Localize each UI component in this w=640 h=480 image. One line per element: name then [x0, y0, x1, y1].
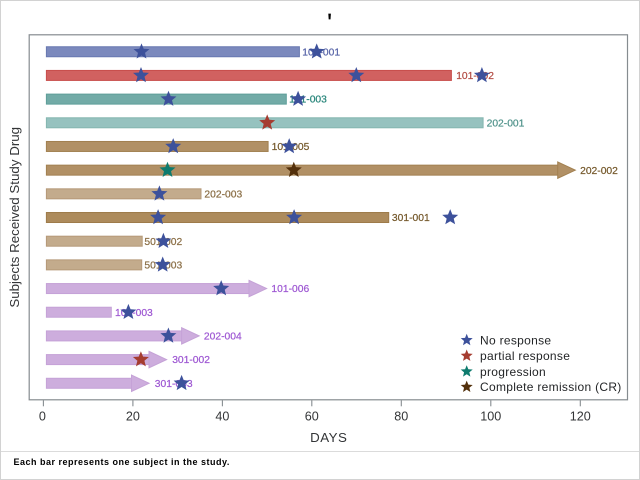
svg-text:60: 60	[305, 409, 319, 423]
svg-text:101-002: 101-002	[456, 71, 494, 82]
svg-text:202-004: 202-004	[204, 332, 242, 343]
svg-text:Subjects Received Study Drug: Subjects Received Study Drug	[7, 127, 22, 308]
svg-text:100: 100	[480, 409, 501, 423]
svg-text:301-003: 301-003	[155, 379, 193, 390]
svg-text:20: 20	[126, 409, 140, 423]
svg-text:40: 40	[215, 409, 229, 423]
svg-text:301-002: 301-002	[172, 355, 210, 366]
svg-text:101-003: 101-003	[115, 308, 153, 319]
svg-text:202-003: 202-003	[204, 189, 242, 200]
svg-text:partial response: partial response	[480, 349, 570, 363]
svg-text:120: 120	[570, 409, 591, 423]
svg-text:202-002: 202-002	[580, 166, 618, 177]
svg-text:No response: No response	[480, 333, 551, 347]
svg-text:101-003: 101-003	[289, 95, 327, 106]
svg-text:Each bar represents one subjec: Each bar represents one subject in the s…	[14, 457, 230, 467]
svg-text:202-001: 202-001	[487, 118, 525, 129]
svg-text:80: 80	[394, 409, 408, 423]
svg-text:101-006: 101-006	[271, 284, 309, 295]
svg-text:DAYS: DAYS	[310, 430, 347, 445]
svg-text:101-001: 101-001	[302, 47, 340, 58]
svg-text:0: 0	[39, 409, 46, 423]
svg-text:301-001: 301-001	[392, 213, 430, 224]
svg-text:Complete remission (CR): Complete remission (CR)	[480, 380, 622, 394]
svg-text:progression: progression	[480, 365, 546, 379]
